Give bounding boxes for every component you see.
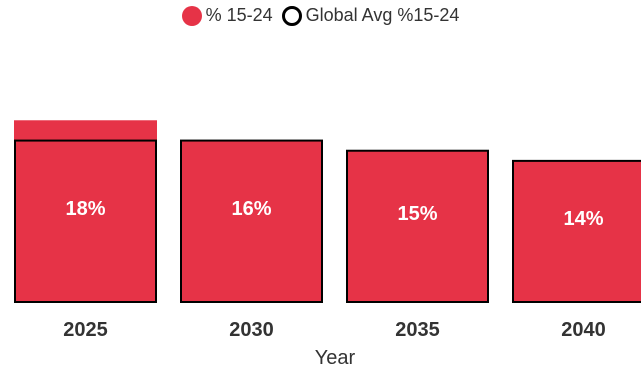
bar-2040 (512, 160, 641, 303)
x-tick-2030: 2030 (229, 319, 274, 341)
bar-2035 (346, 150, 489, 303)
chart-legend: % 15-24 Global Avg %15-24 (0, 5, 641, 31)
x-tick-2035: 2035 (395, 319, 440, 341)
bar-2030 (180, 140, 323, 303)
bar-2025 (14, 120, 157, 303)
data-label-2035: 15% (397, 203, 437, 225)
data-label-2040: 14% (563, 208, 603, 230)
avg-outline-2035 (346, 149, 489, 303)
x-tick-2040: 2040 (561, 319, 606, 341)
legend-item-series-1[interactable]: % 15-24 (181, 5, 273, 26)
legend-label-series-2: Global Avg %15-24 (305, 5, 460, 25)
data-label-2030: 16% (231, 198, 271, 220)
legend-item-series-2[interactable]: Global Avg %15-24 (281, 5, 460, 26)
avg-outline-2030 (180, 139, 323, 303)
avg-outline-2025 (14, 139, 157, 303)
avg-outline-2040 (512, 159, 641, 303)
x-tick-2025: 2025 (63, 319, 108, 341)
data-label-2025: 18% (65, 198, 105, 220)
legend-swatch-series-1 (181, 5, 202, 26)
legend-label-series-1: % 15-24 (205, 5, 273, 25)
x-axis-title: Year (315, 347, 356, 369)
legend-swatch-series-2 (281, 5, 302, 26)
